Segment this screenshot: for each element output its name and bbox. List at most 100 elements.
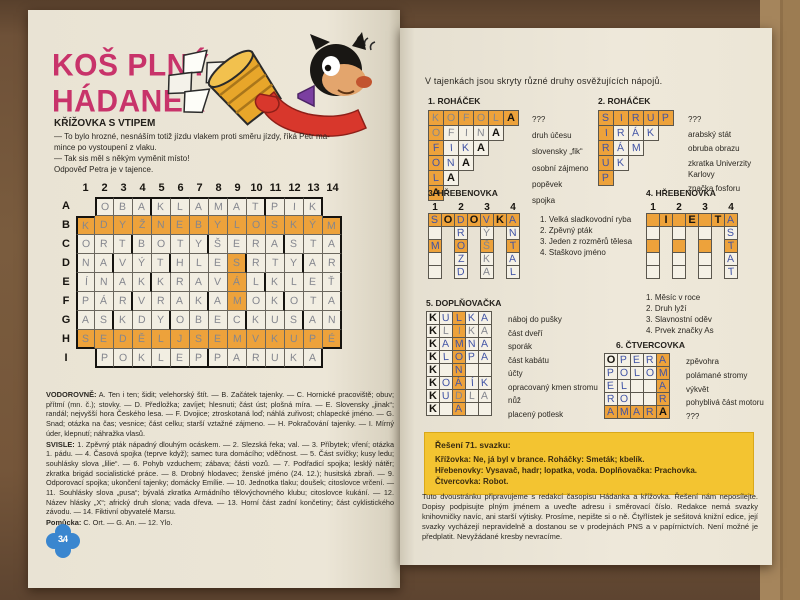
- crossword-cell: C: [228, 311, 247, 330]
- across-label: VODOROVNĚ:: [46, 390, 97, 399]
- crossword-cell: H: [171, 254, 190, 273]
- puzzle4-clues: 1. Měsíc v roce 2. Druh lyží 3. Slavnostní…: [646, 292, 766, 336]
- crossword-cell: A: [304, 349, 323, 368]
- grid-cell: A: [478, 337, 492, 351]
- crossword-cell: E: [171, 349, 190, 368]
- list-item: část kabátu: [508, 355, 549, 365]
- crossword-cell: O: [171, 311, 190, 330]
- crossword-cell: J: [171, 330, 190, 349]
- crossword-cell: V: [133, 292, 152, 311]
- crossword-cell: Ý: [133, 254, 152, 273]
- list-item: druh účesu: [532, 131, 572, 141]
- solutions-lines: Křížovka: Ne, já byl v brance. Roháčky: …: [435, 454, 743, 487]
- crossword-cell: Í: [76, 273, 95, 292]
- grid-cell: [659, 226, 673, 240]
- crossword-cell: P: [190, 349, 209, 368]
- crossword-cell: T: [247, 197, 266, 216]
- grid-cell: O: [467, 213, 481, 227]
- cw-lab: D: [62, 257, 70, 269]
- solutions-box: Řešení 71. svazku: Křížovka: Ne, já byl …: [424, 432, 754, 495]
- page-number: 34: [57, 534, 68, 544]
- cw-lab: I: [64, 352, 68, 364]
- list-item: účty: [508, 369, 523, 379]
- grid-cell: K: [643, 125, 659, 141]
- crossword-cell: V: [247, 330, 266, 349]
- grid-cell: P: [604, 366, 618, 380]
- crossword-cell: T: [304, 235, 323, 254]
- crossword-cell: Ě: [133, 330, 152, 349]
- cw-num: 2: [101, 182, 108, 194]
- crossword-cell: O: [247, 292, 266, 311]
- crossword-cell: Y: [285, 254, 304, 273]
- grid-cell: [465, 363, 479, 377]
- grid-cell: A: [428, 185, 444, 201]
- crossword-cell: V: [114, 254, 133, 273]
- puzzle6-clues: zpěvohra polámané stromy výkvět pohyblivá č…: [686, 356, 772, 422]
- grid-cell: 4: [728, 201, 734, 213]
- grid-cell: O: [617, 366, 631, 380]
- magazine-right-page: V tajenkách jsou skryty různé druhy osvě…: [400, 28, 772, 565]
- grid-cell: K: [426, 337, 440, 351]
- cw-lab: C: [62, 238, 70, 250]
- list-item: náboj do pušky: [508, 315, 562, 324]
- clover-page-badge: 34: [46, 524, 80, 558]
- crossword-cell: N: [323, 311, 342, 330]
- list-item: ???: [688, 115, 702, 124]
- crossword-cell: O: [114, 349, 133, 368]
- grid-cell: [643, 379, 657, 393]
- grid-cell: 3: [702, 201, 708, 213]
- puzzle1-heading: 1. ROHÁČEK: [428, 96, 481, 106]
- grid-cell: L: [439, 324, 453, 338]
- crossword-cell: E: [95, 330, 114, 349]
- list-item: pohyblivá část motoru: [686, 398, 764, 408]
- cw-num: 9: [234, 182, 241, 194]
- grid-cell: [467, 200, 481, 214]
- crossword-cell: A: [228, 197, 247, 216]
- grid-cell: L: [617, 379, 631, 393]
- cw-num: 14: [326, 182, 339, 194]
- grid-cell: [672, 252, 686, 266]
- crossword-cell: Y: [190, 235, 209, 254]
- grid-cell: S: [428, 213, 442, 227]
- crossword-cell: K: [266, 330, 285, 349]
- list-item: 2. Zpěvný pták: [540, 226, 593, 235]
- crossword-cell: L: [190, 254, 209, 273]
- list-item: Odpověď Petra je v tajence.: [54, 165, 154, 174]
- crossword-cell: T: [304, 292, 323, 311]
- crossword-cell: [76, 197, 95, 216]
- puzzle3-clues: 1. Velká sladkovodní ryba 2. Zpěvný pták 3…: [540, 214, 650, 258]
- grid-cell: [672, 265, 686, 279]
- crossword-cell: R: [247, 349, 266, 368]
- grid-cell: N: [506, 226, 520, 240]
- crossword-cell: D: [114, 330, 133, 349]
- crossword-cell: D: [133, 311, 152, 330]
- crossword-cell: A: [190, 273, 209, 292]
- grid-cell: K: [478, 376, 492, 390]
- list-item: sporák: [508, 342, 533, 352]
- grid-cell: [659, 239, 673, 253]
- grid-cell: A: [630, 405, 644, 419]
- cw-lab: B: [62, 219, 70, 231]
- crossword-cell: B: [190, 311, 209, 330]
- grid-cell: M: [428, 239, 442, 253]
- cw-lab: G: [61, 314, 71, 326]
- grid-cell: R: [598, 140, 614, 156]
- grid-cell: Á: [452, 376, 466, 390]
- crossword-cell: T: [152, 254, 171, 273]
- grid-cell: I: [598, 125, 614, 141]
- grid-cell: K: [426, 376, 440, 390]
- grid-cell: [698, 265, 712, 279]
- grid-cell: [493, 265, 507, 279]
- crossword-cell: S: [95, 311, 114, 330]
- clues-block: VODOROVNĚ: A. Ten i ten; šidit; velehors…: [46, 390, 394, 529]
- cw-num: 3: [120, 182, 127, 194]
- grid-cell: K: [613, 155, 629, 171]
- grid-cell: [441, 239, 455, 253]
- grid-cell: R: [628, 110, 644, 126]
- grid-cell: T: [724, 265, 738, 279]
- grid-cell: L: [488, 110, 504, 126]
- magazine-left-page: KOŠ PLNÝ HÁDANEK KŘÍŽOVKA S VTIPEM — To …: [28, 10, 400, 588]
- grid-cell: [478, 402, 492, 416]
